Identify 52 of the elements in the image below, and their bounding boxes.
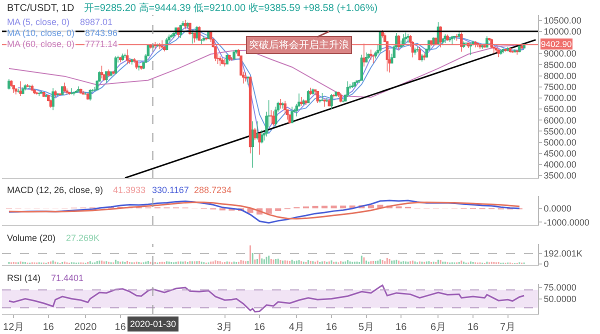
chart-subtitle: 开=9285.20 高=9444.39 低=9210.00 收=9385.59 +98.58 (+1.06%): [84, 2, 378, 14]
x-tick-label: 4月: [288, 322, 304, 333]
text: 71.4401: [51, 273, 84, 283]
x-tick-label: 16: [467, 322, 480, 333]
x-tick-label: 3月: [216, 322, 233, 333]
annotation: 8743.96: [85, 28, 118, 38]
text: MA (60, close, 0): [7, 39, 75, 49]
ref-line-label: 9402.90: [541, 39, 572, 49]
text: MA (10, close, 0): [7, 28, 75, 38]
y-tick-label: 4000.00: [544, 160, 576, 170]
annotation: 8987.01: [80, 17, 113, 27]
y-tick-label: 0: [544, 259, 549, 270]
y-tick-label: 5500.00: [544, 126, 576, 136]
y-tick-label: 4500.00: [544, 148, 576, 159]
y-tick-label: -1000.0000: [544, 217, 590, 228]
x-tick-label: 16: [114, 322, 126, 333]
y-tick-label: 5000.00: [544, 137, 576, 148]
y-tick-label: 7500.00: [544, 82, 576, 92]
chart-title: BTC/USDT, 1D: [7, 3, 74, 14]
annotation: 7771.14: [85, 39, 118, 49]
y-tick-label: 8500.00: [544, 60, 576, 70]
text: 288.7234: [194, 185, 232, 195]
y-tick-label: 75.0000: [544, 282, 576, 293]
y-tick-label: 10500.00: [544, 15, 582, 26]
text: 330.1167: [152, 185, 189, 195]
x-tick-label: 5月: [358, 322, 374, 333]
chart-title: Volume (20): [7, 233, 56, 243]
text: 27.269K: [66, 233, 100, 243]
y-tick-label: 10000.00: [544, 26, 582, 37]
x-tick-label: 16: [42, 322, 54, 333]
ref-line-label: 2020-01-30: [130, 319, 176, 329]
chart-title: MACD (12, 26, close, 9): [7, 185, 104, 195]
text: 41.3933: [113, 185, 146, 195]
x-tick-label: 16: [326, 322, 338, 333]
x-tick-label: 12月: [3, 322, 24, 333]
y-tick-label: 6500.00: [544, 104, 576, 114]
x-tick-label: 6月: [430, 322, 446, 333]
y-tick-label: 3500.00: [544, 170, 576, 181]
y-tick-label: 6000.00: [544, 115, 576, 126]
y-tick-label: 0.0000: [544, 203, 572, 214]
text: MA (5, close, 0): [7, 17, 70, 27]
annotation: 突破后将会开启主升浪: [249, 39, 349, 51]
x-tick-label: 16: [396, 322, 408, 333]
x-tick-label: 7月: [500, 322, 516, 333]
x-tick-label: 2020: [74, 322, 98, 333]
y-tick-label: 8000.00: [544, 70, 576, 81]
y-tick-label: 192.001K: [544, 248, 582, 259]
y-tick-label: 50.0000: [544, 294, 576, 304]
y-tick-label: 7000.00: [544, 93, 576, 104]
x-tick-label: 16: [254, 322, 266, 333]
chart-title: RSI (14): [7, 273, 41, 283]
y-tick-label: 9000.00: [544, 48, 576, 59]
